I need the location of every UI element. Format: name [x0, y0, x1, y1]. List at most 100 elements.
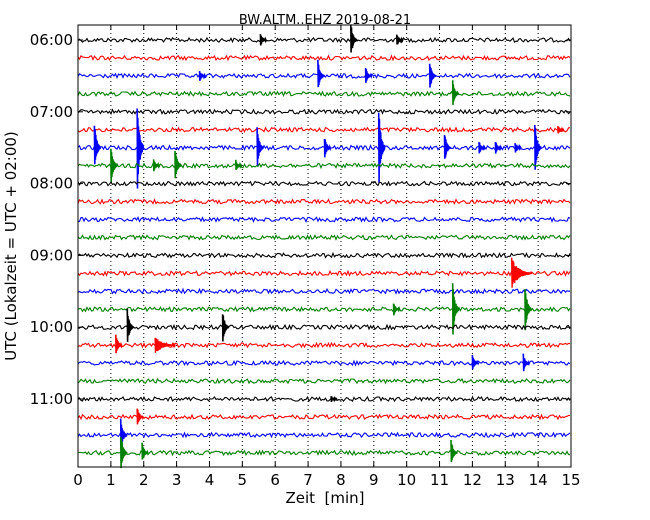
trace-1030	[77, 353, 571, 372]
axes-frame	[77, 24, 572, 468]
seismic-event	[154, 337, 176, 353]
trace-noise	[77, 36, 571, 44]
x-tick-label: 2	[139, 471, 149, 489]
trace-noise	[77, 162, 571, 170]
trace-1015	[77, 334, 571, 354]
trace-1045	[77, 377, 571, 385]
seismic-event	[377, 112, 386, 184]
seismic-event	[259, 34, 268, 46]
seismic-event	[126, 308, 135, 342]
y-tick-label: 11:00	[30, 390, 73, 408]
x-tick-label: 0	[73, 471, 83, 489]
chart-title: BW.ALTM..EHZ 2019-08-21	[239, 13, 411, 28]
trace-noise	[77, 377, 571, 385]
y-tick-label: 09:00	[30, 246, 73, 264]
trace-0630	[77, 59, 571, 88]
trace-noise	[77, 126, 571, 134]
y-tick-label: 07:00	[30, 103, 73, 121]
seismic-event	[350, 24, 358, 53]
trace-0745	[77, 148, 571, 183]
x-tick-label: 12	[463, 471, 482, 489]
trace-noise	[77, 108, 571, 116]
trace-1145	[77, 436, 571, 469]
seismic-event	[235, 159, 243, 170]
trace-noise	[77, 269, 571, 277]
seismic-event	[511, 257, 533, 288]
x-tick-label: 8	[336, 471, 346, 489]
seismic-event	[221, 314, 230, 342]
x-tick-label: 3	[172, 471, 182, 489]
seismic-event	[471, 354, 480, 370]
x-tick-label: 1	[106, 471, 116, 489]
seismic-event	[115, 334, 123, 354]
y-tick-label: 10:00	[30, 318, 73, 336]
y-axis-label: UTC (Lokalzeit = UTC + 02:00)	[2, 131, 20, 361]
trace-layer	[77, 24, 571, 469]
trace-noise	[77, 341, 571, 349]
trace-0815	[77, 198, 571, 205]
seismic-event	[174, 150, 182, 179]
trace-0615	[77, 54, 571, 62]
seismic-event	[428, 63, 437, 88]
seismic-event	[451, 80, 460, 105]
trace-noise	[77, 54, 571, 62]
x-tick-label: 11	[430, 471, 449, 489]
trace-noise	[77, 198, 571, 205]
seismic-event	[396, 34, 404, 45]
trace-noise	[77, 305, 571, 313]
x-tick-label: 7	[303, 471, 313, 489]
seismic-event	[256, 127, 264, 166]
x-tick-label: 5	[238, 471, 248, 489]
seismic-event	[141, 442, 149, 460]
trace-0930	[77, 287, 570, 295]
trace-0900	[77, 251, 571, 259]
trace-noise	[77, 287, 570, 295]
trace-noise	[77, 431, 571, 439]
seismic-event	[93, 125, 102, 165]
trace-noise	[77, 449, 571, 457]
trace-noise	[77, 180, 571, 187]
trace-0845	[77, 234, 571, 241]
seismic-event	[136, 108, 144, 189]
x-tick-label: 4	[205, 471, 215, 489]
seismic-event	[198, 70, 207, 81]
y-tick-label: 06:00	[30, 31, 73, 49]
trace-noise	[77, 413, 571, 421]
seismic-event	[522, 353, 531, 372]
seismic-event	[119, 436, 128, 469]
seismic-event	[364, 67, 373, 83]
trace-noise	[77, 216, 571, 223]
x-tick-label: 6	[270, 471, 280, 489]
seismic-event	[494, 142, 503, 154]
vertical-grid	[110, 25, 539, 467]
seismic-event	[514, 143, 522, 153]
x-tick-label: 9	[369, 471, 379, 489]
trace-noise	[77, 323, 571, 331]
trace-0800	[77, 180, 571, 187]
trace-0715	[77, 126, 571, 134]
seismic-event	[392, 303, 401, 316]
seismic-event	[557, 126, 565, 134]
seismic-event	[110, 148, 118, 183]
trace-0600	[77, 24, 571, 53]
seismic-event	[534, 124, 542, 170]
y-axis: 06:00 07:00 08:00 09:00 10:00 11:00	[30, 31, 571, 408]
x-tick-label: 15	[561, 471, 580, 489]
trace-noise	[77, 395, 571, 403]
trace-noise	[77, 251, 571, 259]
trace-0700	[77, 108, 571, 116]
trace-0730	[77, 108, 571, 189]
seismic-event	[524, 288, 532, 331]
trace-1000	[77, 308, 571, 342]
trace-0830	[77, 216, 571, 223]
x-axis: 0 1 2 3 4 5 6 7 8 9 10 11 12 13 14 15	[73, 25, 581, 489]
trace-noise	[77, 359, 571, 367]
trace-noise	[77, 234, 571, 241]
x-tick-label: 14	[529, 471, 548, 489]
trace-0645	[77, 80, 571, 105]
seismic-event	[443, 134, 452, 159]
x-tick-label: 13	[496, 471, 515, 489]
x-tick-label: 10	[397, 471, 416, 489]
seismic-event	[478, 142, 486, 154]
